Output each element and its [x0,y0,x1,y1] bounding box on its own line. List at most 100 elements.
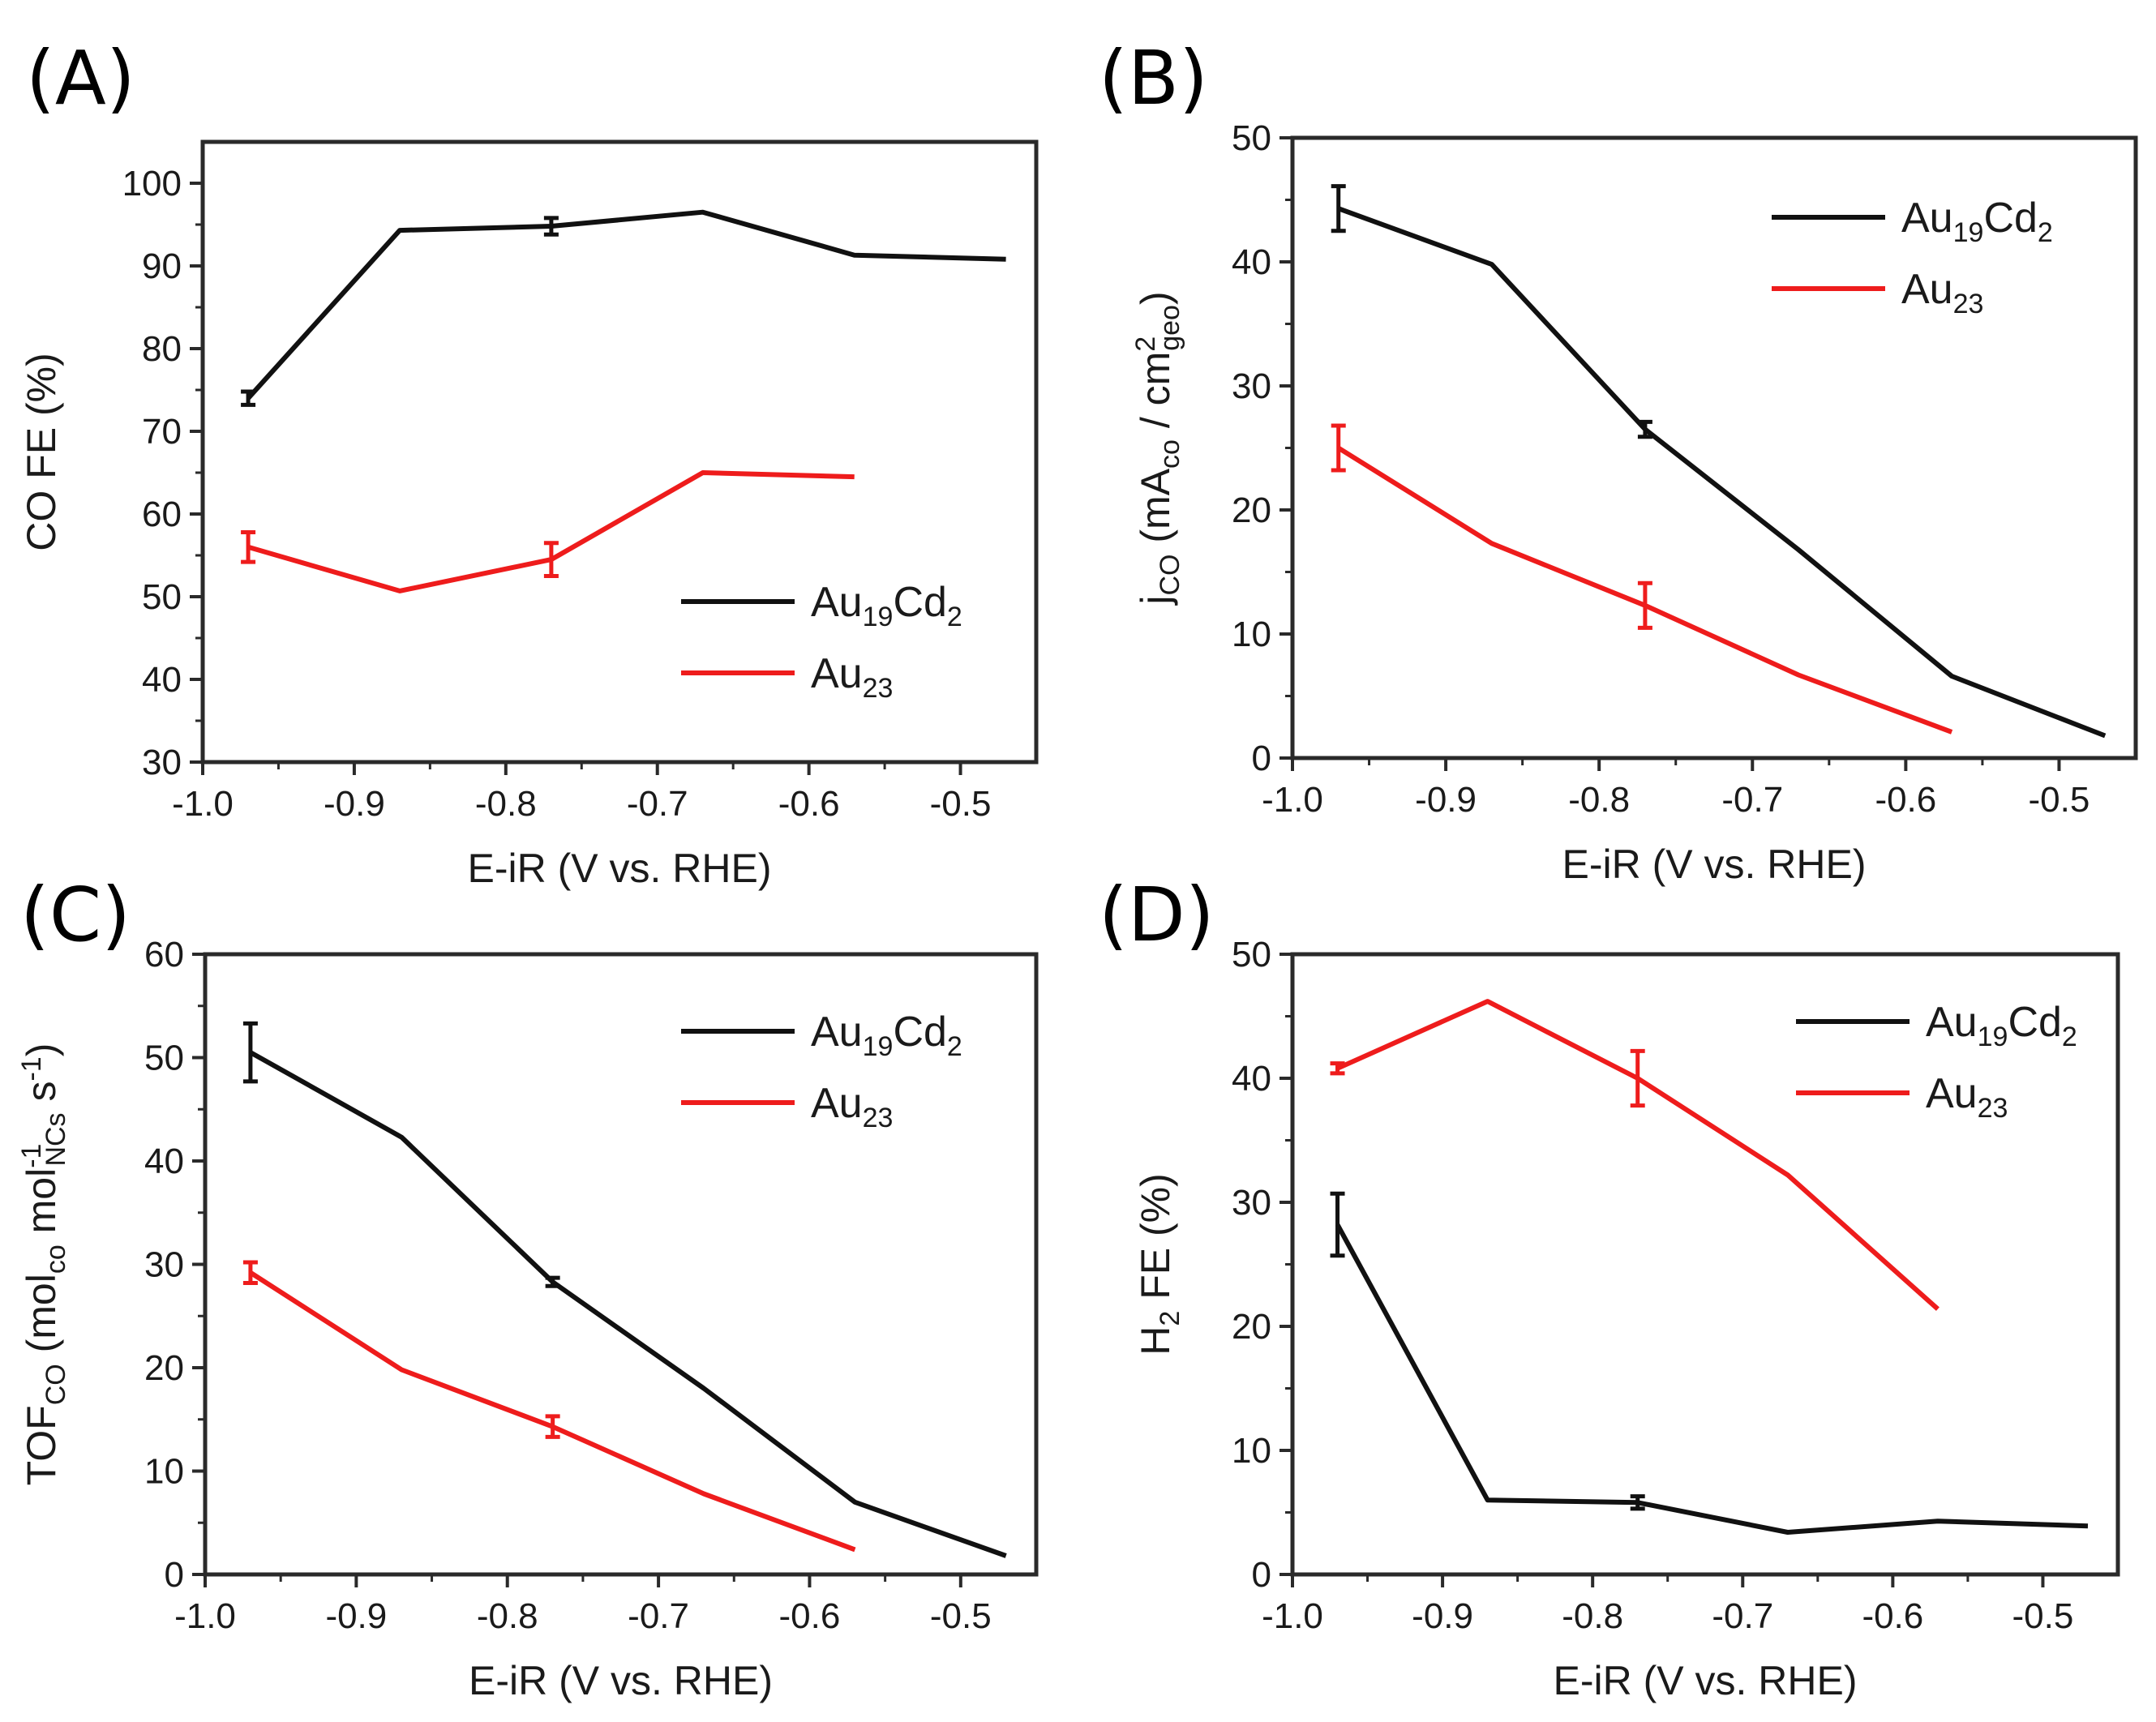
x-tick-label: -0.6 [1875,780,1936,820]
legend-label-Au23: Au23 [1926,1070,2008,1124]
legend: Au19Cd2 Au23 [681,1009,962,1133]
x-tick-label: -0.6 [1862,1596,1923,1636]
y-tick-label: 80 [142,329,182,369]
x-tick-label: -1.0 [1262,1596,1323,1636]
error-bar-Au23 [543,541,559,578]
legend-label-Au19Cd2: Au19Cd2 [811,1009,962,1062]
x-tick-label: -0.8 [1562,1596,1623,1636]
legend-label-Au19Cd2: Au19Cd2 [1926,999,2077,1052]
legend: Au19Cd2 Au23 [681,579,962,704]
error-bar-Au23 [545,1414,560,1439]
error-bar-Au23 [242,1260,258,1285]
panel-label: (B) [1099,35,1208,122]
series-line-Au23 [1336,999,1940,1311]
x-tick-label: -0.6 [778,784,840,824]
y-tick-label: 40 [142,660,182,700]
y-tick-label: 30 [144,1245,184,1285]
y-axis-label: H2 FE (%) [1133,1173,1185,1355]
panel-b: (B) -1.0 -0.9 -0.8 -0.7 -0.6 -0.5 0 10 20 30 40 50 E-… [1099,35,2138,887]
series-line-Au19Cd2 [1337,206,2107,739]
x-tick-label: -0.8 [475,784,537,824]
panel-a: (A) -1.0 -0.9 -0.8 -0.7 -0.6 -0.5 30 40 50 60 70 80 9… [19,35,1039,891]
error-bar-Au23 [1637,580,1652,630]
y-tick-label: 60 [142,495,182,534]
series-line-Au19Cd2 [246,209,1006,401]
error-bar-Au19Cd2 [545,1275,560,1288]
error-bar-Au19Cd2 [1331,184,1346,233]
x-tick-label: -0.6 [779,1596,841,1636]
y-tick-label: 70 [142,412,182,452]
legend-label-Au23: Au23 [811,1080,893,1133]
y-tick-label: 0 [1252,739,1271,778]
x-tick-label: -1.0 [174,1596,236,1636]
legend: Au19Cd2 Au23 [1772,195,2053,319]
y-tick-label: 40 [1232,1059,1271,1099]
legend-label-Au19Cd2: Au19Cd2 [1901,195,2053,248]
legend: Au19Cd2 Au23 [1796,999,2077,1124]
y-axis-label: jCO (mAco / cm2geo) [1130,291,1185,606]
series-line-Au19Cd2 [249,1050,1007,1558]
y-tick-label: 90 [142,246,182,286]
y-tick-label: 40 [144,1142,184,1181]
error-bar-Au19Cd2 [543,216,559,237]
series-line-Au23 [249,1270,856,1553]
y-tick-label: 20 [1232,1307,1271,1347]
x-tick-label: -0.7 [627,784,688,824]
y-tick-label: 20 [1232,490,1271,530]
x-tick-label: -0.7 [1712,1596,1773,1636]
y-tick-label: 40 [1232,242,1271,282]
y-tick-label: 0 [1252,1555,1271,1595]
x-tick-label: -0.7 [1721,780,1783,820]
y-tick-label: 10 [1232,1431,1271,1471]
error-bar-Au23 [1330,1061,1345,1076]
y-tick-label: 20 [144,1348,184,1388]
panel-label: (C) [20,872,131,958]
x-tick-label: -0.9 [325,1596,387,1636]
x-tick-label: -0.5 [930,784,992,824]
y-tick-label: 50 [144,1039,184,1078]
x-tick-label: -0.9 [1415,780,1477,820]
y-tick-label: 0 [165,1555,184,1595]
y-tick-label: 30 [1232,366,1271,406]
y-tick-label: 100 [122,164,182,203]
legend-label-Au23: Au23 [1901,266,1983,319]
x-tick-label: -0.7 [628,1596,689,1636]
panel-d: (D) -1.0 -0.9 -0.8 -0.7 -0.6 -0.5 0 10 20 30 40 50 E-… [1099,872,2120,1703]
error-bar-Au23 [1331,423,1346,473]
y-tick-label: 10 [1232,615,1271,654]
plot-frame [200,139,1039,765]
error-bar-Au19Cd2 [242,1021,258,1084]
panel-c: (C) -1.0 -0.9 -0.8 -0.7 -0.6 -0.5 0 10 20 30 40 50 60… [16,872,1039,1703]
y-tick-label: 10 [144,1452,184,1492]
x-tick-label: -0.8 [1568,780,1630,820]
series-line-Au19Cd2 [1335,1223,2089,1535]
error-bar-Au19Cd2 [1330,1191,1345,1258]
panel-label: (A) [26,35,135,122]
y-tick-label: 50 [1232,935,1271,975]
y-tick-label: 30 [142,743,182,782]
x-tick-label: -0.5 [2029,780,2090,820]
y-tick-label: 30 [1232,1183,1271,1223]
x-tick-label: -0.8 [477,1596,538,1636]
y-tick-label: 60 [144,935,184,975]
y-axis-label: TOFCO (molco mol-1NCs s-1) [16,1043,71,1486]
x-tick-label: -0.5 [2012,1596,2074,1636]
x-tick-label: -0.9 [1412,1596,1473,1636]
legend-label-Au23: Au23 [811,650,893,704]
error-bar-Au19Cd2 [1630,1494,1645,1511]
x-tick-label: -1.0 [172,784,234,824]
y-axis-label: CO FE (%) [19,353,64,550]
x-tick-label: -0.5 [930,1596,992,1636]
x-axis-label: E-iR (V vs. RHE) [1554,1658,1858,1703]
error-bar-Au19Cd2 [241,389,256,407]
y-tick-label: 50 [142,577,182,617]
x-axis-label: E-iR (V vs. RHE) [1562,842,1867,887]
legend-label-Au19Cd2: Au19Cd2 [811,579,962,632]
x-tick-label: -0.9 [324,784,385,824]
x-tick-label: -1.0 [1262,780,1323,820]
y-tick-label: 50 [1232,118,1271,158]
error-bar-Au19Cd2 [1637,419,1652,439]
error-bar-Au23 [1630,1048,1645,1108]
x-axis-label: E-iR (V vs. RHE) [468,846,772,891]
x-axis-label: E-iR (V vs. RHE) [469,1658,773,1703]
